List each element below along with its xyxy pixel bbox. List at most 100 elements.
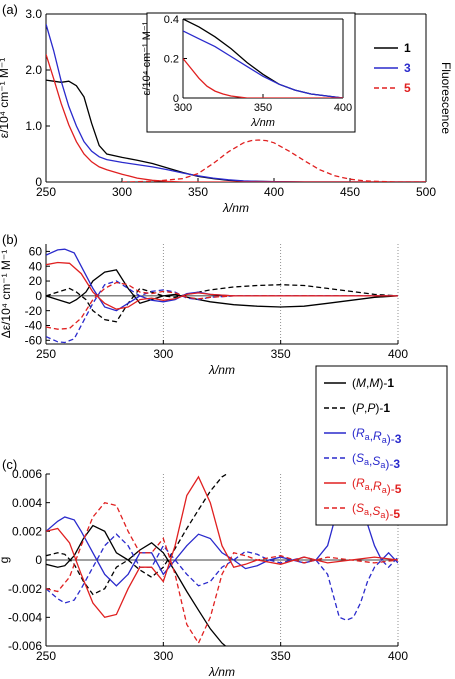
y-axis-label: g xyxy=(0,557,11,564)
legend-panel-a: 1 3 5 xyxy=(374,41,411,95)
series-line--p-p-1 xyxy=(46,284,398,323)
legend-label-part: R xyxy=(373,479,382,493)
x-tick-label: 300 xyxy=(112,185,132,199)
legend-label-part: R xyxy=(356,426,365,440)
legend-frame xyxy=(315,365,448,526)
legend-label-part: ( xyxy=(352,501,356,515)
legend-label-part: M xyxy=(356,376,366,390)
panel-label-a: (a) xyxy=(2,2,18,17)
legend-label: (P,P)-1 xyxy=(352,401,390,415)
x-tick-label: 300 xyxy=(153,649,173,663)
x-tick-label: 400 xyxy=(264,185,284,199)
x-tick-label: 450 xyxy=(340,185,360,199)
y-tick-label: 0.002 xyxy=(12,525,42,539)
legend-label-part: a xyxy=(364,507,369,517)
x-axis-label: λ/nm xyxy=(250,117,275,129)
series-line--sa-sa-5 xyxy=(46,281,398,330)
legend-label-part: a xyxy=(382,435,387,445)
y-tick-label: 0 xyxy=(173,93,179,105)
series-line--m-m-1 xyxy=(46,269,398,308)
x-tick-label: 400 xyxy=(388,649,408,663)
x-axis-label: λ/nm xyxy=(222,201,249,215)
legend-label-part: ( xyxy=(352,476,356,490)
y-tick-label: 1.0 xyxy=(25,119,42,133)
legend-label-part: 3 xyxy=(395,432,402,446)
x-tick-label: 350 xyxy=(271,347,291,361)
series-line--m-m-1 xyxy=(46,524,227,646)
y-tick-label: -40 xyxy=(25,319,43,333)
y-tick-label: 2.0 xyxy=(25,63,42,77)
y-tick-label: 0.2 xyxy=(164,53,179,65)
y-tick-label: 0 xyxy=(35,175,42,189)
legend-label-part: a xyxy=(365,482,370,492)
legend-label: (Ra,Ra)-3 xyxy=(352,426,402,446)
x-tick-label: 500 xyxy=(416,185,436,199)
series-line--sa-sa-3 xyxy=(46,533,398,621)
chart-panel-c: 250 300 350 400 -0.006 -0.004 -0.002 0 0.002 0.00… xyxy=(0,467,408,679)
x-tick-label: 250 xyxy=(36,649,56,663)
legend-label-part: , xyxy=(370,479,373,493)
x-tick-label: 400 xyxy=(388,347,408,361)
legend-label-part: a xyxy=(364,457,369,467)
legend-label-part: , xyxy=(366,376,369,390)
x-axis-label: λ/nm xyxy=(208,665,235,679)
panel-label-c: (c) xyxy=(2,457,17,472)
legend-label-part: , xyxy=(369,454,372,468)
legend-label-part: , xyxy=(364,401,367,415)
legend-label: (Sa,Sa)-3 xyxy=(352,451,400,471)
x-tick-label: 350 xyxy=(271,649,291,663)
y-axis-label: Δε/10⁴ cm⁻¹ M⁻¹ xyxy=(0,250,13,339)
x-tick-label: 300 xyxy=(174,102,192,114)
x-tick-label: 300 xyxy=(153,347,173,361)
y-tick-label: -20 xyxy=(25,304,43,318)
legend-label-part: a xyxy=(365,432,370,442)
y-tick-label: -0.006 xyxy=(8,639,42,653)
y-axis-label: ε/10⁴ cm⁻¹ M⁻¹ xyxy=(0,58,11,139)
y-tick-label: 20 xyxy=(29,274,43,288)
y-tick-label: 3.0 xyxy=(25,7,42,21)
x-tick-label: 250 xyxy=(36,347,56,361)
y-axis-label: ε/10⁴ cm⁻¹ M⁻¹ xyxy=(141,21,153,95)
y-tick-label: 0.006 xyxy=(12,467,42,481)
y-tick-label: 60 xyxy=(29,245,43,259)
legend-label: (M,M)-1 xyxy=(352,376,394,390)
series-line--sa-sa-3 xyxy=(46,280,398,344)
legend-label: 3 xyxy=(404,61,411,75)
legend-label-part: P xyxy=(367,401,375,415)
series-line--p-p-1 xyxy=(46,474,229,596)
legend-label-part: a xyxy=(380,510,385,520)
legend-label-part: a xyxy=(382,485,387,495)
y-tick-label: 0 xyxy=(35,553,42,567)
legend-label-part: )- xyxy=(385,507,393,521)
legend-label-part: a xyxy=(380,460,385,470)
y-tick-label: -0.004 xyxy=(8,611,42,625)
legend-label-part: S xyxy=(372,504,380,518)
series-line-5-fluorescence xyxy=(121,139,426,182)
x-tick-label: 350 xyxy=(188,185,208,199)
legend-label-part: ( xyxy=(352,451,356,465)
inset-frame xyxy=(146,12,356,133)
series-line-5 xyxy=(183,58,343,98)
legend-label-part: P xyxy=(356,401,364,415)
legend-label-part: R xyxy=(356,476,365,490)
legend-label-part: 5 xyxy=(395,482,402,496)
legend-label-part: S xyxy=(372,454,380,468)
legend-label-part: ( xyxy=(352,401,356,415)
series-line--ra-ra-5 xyxy=(46,475,398,619)
x-tick-label: 350 xyxy=(254,102,272,114)
series-line-5 xyxy=(46,54,426,182)
legend-label: (Ra,Ra)-5 xyxy=(352,476,402,496)
series-line-3 xyxy=(183,30,343,98)
legend-label-part: )- xyxy=(387,432,395,446)
legend-label: 1 xyxy=(404,41,411,55)
legend-label-part: M xyxy=(369,376,379,390)
legend-label-part: S xyxy=(356,451,364,465)
y-tick-label: 0 xyxy=(35,289,42,303)
legend-label: (Sa,Sa)-5 xyxy=(352,501,400,521)
legend-label-part: ( xyxy=(352,376,356,390)
panel-label-b: (b) xyxy=(2,232,18,247)
legend-label-part: ( xyxy=(352,426,356,440)
legend-label-part: 1 xyxy=(383,401,390,415)
series-line--ra-ra-5 xyxy=(46,261,398,310)
